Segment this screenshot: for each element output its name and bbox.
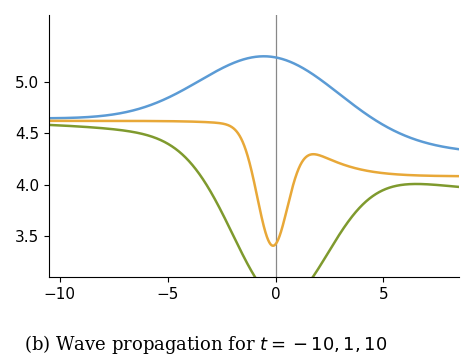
Text: (b) Wave propagation for $t = -10, 1, 10$: (b) Wave propagation for $t = -10, 1, 10…: [24, 333, 387, 356]
